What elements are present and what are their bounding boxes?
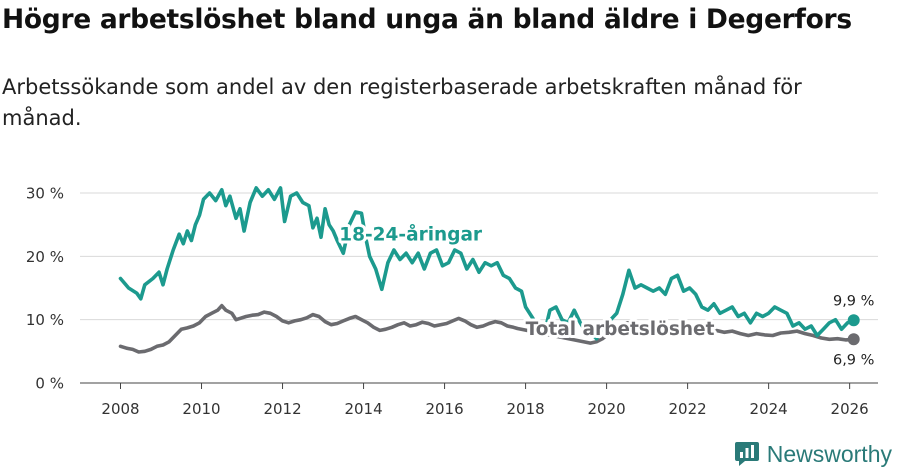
annotation-youth: 18-24-åringar — [339, 224, 483, 246]
x-tick-label: 2024 — [750, 400, 788, 418]
gridlines — [80, 192, 878, 321]
x-tick-label: 2018 — [506, 400, 544, 418]
y-tick-label: 20 % — [26, 248, 64, 266]
y-axis-tick-labels: 0 % 10 % 20 % 30 % — [26, 185, 64, 393]
newsworthy-logo: Newsworthy — [734, 440, 892, 468]
series-line-youth — [118, 186, 856, 341]
series-line-total — [118, 303, 856, 354]
x-tick-label: 2016 — [425, 400, 463, 418]
x-tick-label: 2012 — [263, 400, 301, 418]
series-lines — [118, 186, 856, 354]
chart-title: Högre arbetslöshet bland unga än bland ä… — [2, 4, 852, 35]
x-tick-label: 2020 — [588, 400, 626, 418]
end-point-youth — [847, 314, 860, 327]
y-tick-label: 10 % — [26, 311, 64, 329]
x-tick-label: 2008 — [101, 400, 139, 418]
x-tick-label: 2026 — [831, 400, 869, 418]
brand-name: Newsworthy — [766, 440, 892, 467]
chart-subtitle: Arbetssökande som andel av den registerb… — [2, 75, 802, 130]
y-tick-label: 0 % — [35, 375, 64, 393]
newsworthy-icon — [734, 442, 759, 466]
end-label-total: 6,9 % — [833, 352, 874, 368]
annotation-total: Total arbetslöshet — [526, 319, 715, 340]
y-tick-label: 30 % — [26, 185, 64, 203]
end-point-total — [847, 333, 860, 346]
end-label-youth: 9,9 % — [833, 293, 874, 309]
x-tick-label: 2010 — [182, 400, 220, 418]
x-tick-label: 2014 — [344, 400, 382, 418]
x-tick-label: 2022 — [669, 400, 707, 418]
x-axis: 2008 2010 2012 2014 2016 2018 2020 2022 2024 2026 — [80, 382, 878, 418]
series-labels: 9,9 % 6,9 % 18-24-åringar Total arbetslöshe… — [336, 221, 874, 369]
